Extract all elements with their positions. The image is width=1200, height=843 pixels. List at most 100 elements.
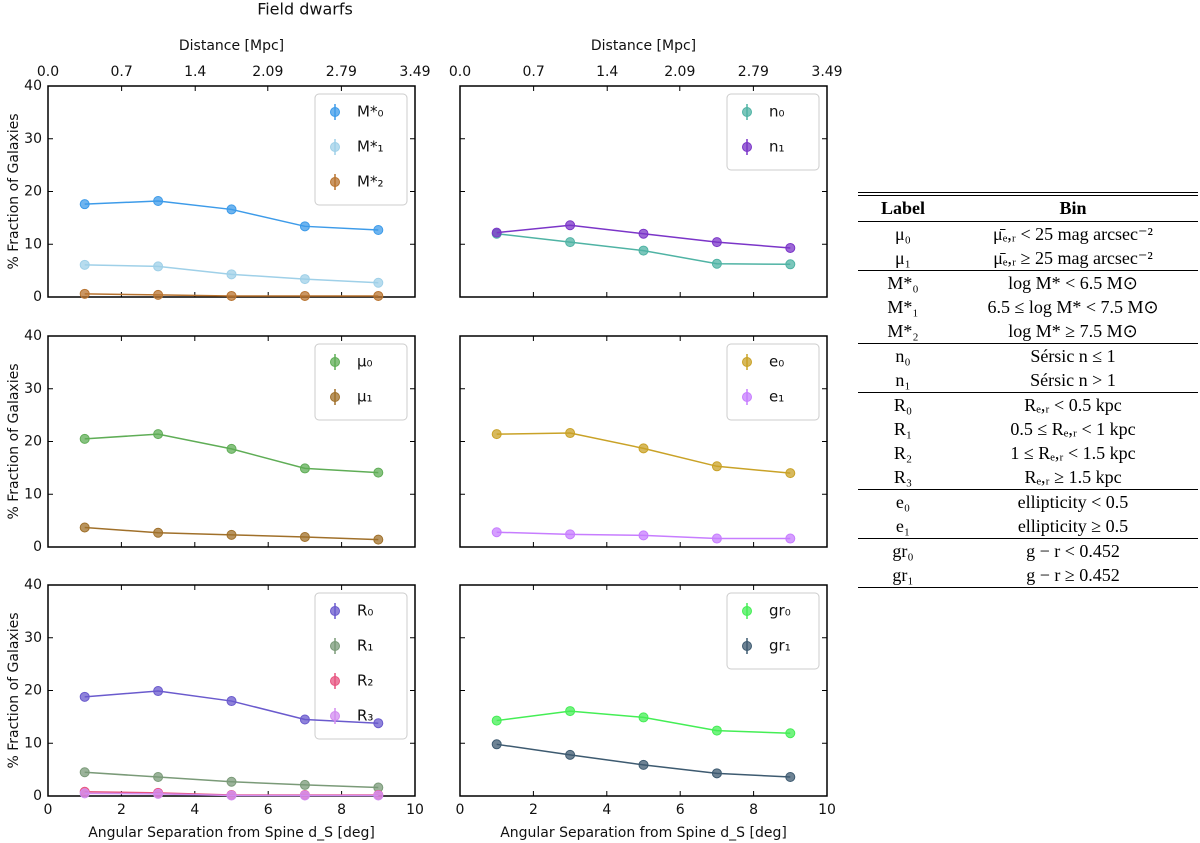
x-tick-label: 8 (749, 802, 758, 818)
data-point (373, 718, 384, 729)
x-tick-label: 10 (406, 802, 424, 818)
data-point (785, 468, 796, 479)
table-row: e₁ ellipticity ≥ 0.5 (858, 514, 1198, 539)
data-point (785, 259, 796, 270)
legend-label: μ₁ (357, 388, 373, 406)
bin-cell: log M* < 6.5 M⊙ (948, 270, 1198, 295)
data-point (711, 461, 722, 472)
y-tick-label: 10 (24, 486, 42, 502)
x2-tick-label: 0.7 (110, 64, 132, 80)
data-point (226, 790, 237, 801)
x2-tick-label: 1.4 (184, 64, 206, 80)
x2-tick-label: 0.0 (449, 64, 471, 80)
y-tick-label: 40 (24, 577, 42, 593)
y-axis-label: % Fraction of Galaxies (6, 363, 22, 519)
legend-marker (330, 357, 340, 367)
bin-cell: Rₑ,ᵣ < 0.5 kpc (948, 392, 1198, 417)
x-axis-label: Angular Separation from Spine d_S [deg] (500, 825, 787, 841)
bin-cell: ellipticity < 0.5 (948, 489, 1198, 514)
x2-tick-label: 0.7 (522, 64, 544, 80)
y-axis-label: % Fraction of Galaxies (6, 612, 22, 768)
legend-marker (330, 641, 340, 651)
data-point (153, 289, 164, 300)
table-row: n₁ Sérsic n > 1 (858, 368, 1198, 393)
bin-cell: μ̄ₑ,ᵣ < 25 mag arcsec⁻² (993, 223, 1153, 244)
data-point (226, 443, 237, 454)
data-point (299, 714, 310, 725)
data-point (638, 759, 649, 770)
data-point (565, 706, 576, 717)
y-tick-label: 30 (24, 131, 42, 147)
x2-tick-label: 2.79 (738, 64, 769, 80)
table-row: gr₀ g − r < 0.452 (858, 538, 1198, 563)
data-point (79, 433, 90, 444)
data-point (373, 277, 384, 288)
legend-marker (330, 142, 340, 152)
data-point (153, 261, 164, 272)
legend-label: M*₀ (357, 103, 383, 121)
y-tick-label: 0 (33, 289, 42, 305)
y-tick-label: 0 (33, 788, 42, 804)
data-point (299, 531, 310, 542)
legend-label: M*₂ (357, 173, 383, 191)
bin-cell: 6.5 ≤ log M* < 7.5 M⊙ (987, 296, 1159, 317)
data-point (373, 534, 384, 545)
label-cell: R₁ (893, 418, 913, 439)
label-cell: n₀ (858, 343, 948, 368)
x-tick-label: 2 (117, 802, 126, 818)
table-row: R₂ 1 ≤ Rₑ,ᵣ < 1.5 kpc (858, 441, 1198, 465)
label-cell: gr₀ (858, 538, 948, 563)
table-header: Label Bin (858, 194, 1198, 222)
data-point (153, 772, 164, 783)
data-point (785, 772, 796, 783)
table-row: R₃ Rₑ,ᵣ ≥ 1.5 kpc (858, 465, 1198, 490)
label-cell: e₁ (895, 515, 911, 536)
legend-label: R₂ (357, 672, 373, 690)
y-tick-label: 30 (24, 630, 42, 646)
data-point (373, 790, 384, 801)
data-point (153, 788, 164, 799)
legend-marker (330, 676, 340, 686)
bin-cell: Sérsic n ≤ 1 (948, 343, 1198, 368)
data-point (79, 691, 90, 702)
legend-label: e₀ (769, 353, 784, 371)
data-point (226, 696, 237, 707)
bin-cell: μ̄ₑ,ᵣ ≥ 25 mag arcsec⁻² (993, 247, 1153, 268)
data-point (711, 768, 722, 779)
data-point (153, 527, 164, 538)
data-point (638, 228, 649, 239)
data-point (79, 522, 90, 533)
table-row: R₁ 0.5 ≤ Rₑ,ᵣ < 1 kpc (858, 417, 1198, 441)
data-point (565, 749, 576, 760)
data-point (226, 776, 237, 787)
legend-marker (742, 357, 752, 367)
legend-label: e₁ (769, 388, 784, 406)
bin-cell: Rₑ,ᵣ ≥ 1.5 kpc (1024, 466, 1122, 487)
bin-cell: ellipticity ≥ 0.5 (1017, 515, 1129, 536)
data-point (785, 533, 796, 544)
data-point (299, 290, 310, 301)
bin-cell: 0.5 ≤ Rₑ,ᵣ < 1 kpc (1010, 418, 1136, 439)
y-tick-label: 10 (24, 236, 42, 252)
data-point (785, 242, 796, 253)
x-tick-label: 0 (44, 802, 53, 818)
data-point (153, 686, 164, 697)
x-tick-label: 10 (818, 802, 836, 818)
legend-marker (742, 107, 752, 117)
label-cell: μ₀ (895, 223, 911, 244)
legend-box (314, 93, 408, 206)
legend-marker (330, 107, 340, 117)
bin-cell: 1 ≤ Rₑ,ᵣ < 1.5 kpc (1010, 442, 1136, 463)
x2-axis-label: Distance [Mpc] (591, 38, 696, 54)
label-cell: e₀ (858, 489, 948, 514)
legend-label: μ₀ (357, 353, 373, 371)
y-tick-label: 20 (24, 683, 42, 699)
legend-marker (742, 641, 752, 651)
data-point (79, 767, 90, 778)
data-point (299, 463, 310, 474)
y-tick-label: 40 (24, 78, 42, 94)
bin-cell: g − r < 0.452 (948, 538, 1198, 563)
data-point (565, 237, 576, 248)
